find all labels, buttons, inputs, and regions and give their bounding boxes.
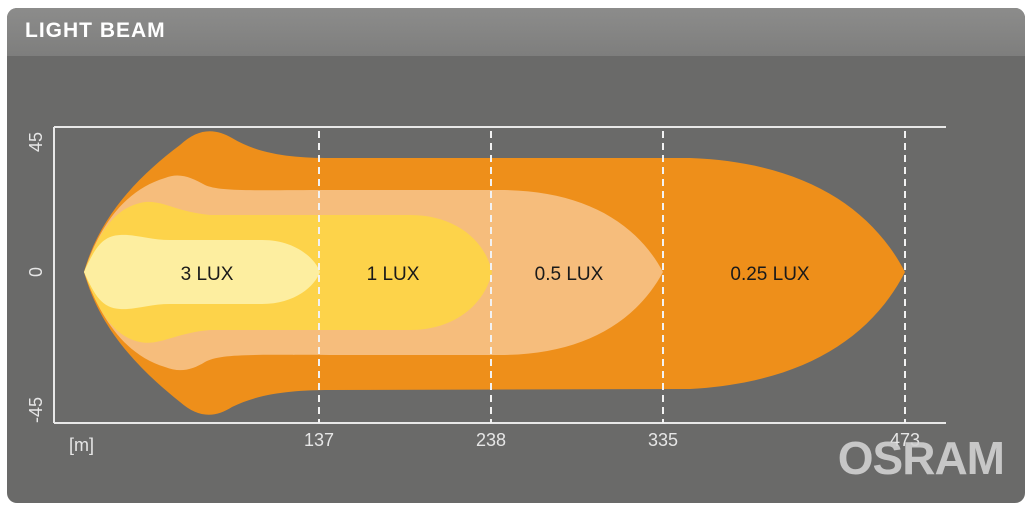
panel-header: LIGHT BEAM	[7, 8, 1025, 56]
zone-label-0.25-lux: 0.25 LUX	[730, 264, 810, 285]
x-tick-238: 238	[476, 430, 506, 450]
osram-logo: OSRAM	[838, 432, 1004, 484]
y-tick-minus-45: -45	[26, 397, 46, 423]
x-tick-137: 137	[304, 430, 334, 450]
y-tick-0: 0	[26, 267, 46, 277]
beam-zone-3-lux	[84, 234, 320, 310]
zone-label-0.5-lux: 0.5 LUX	[535, 264, 604, 285]
zone-label-3-lux: 3 LUX	[181, 264, 234, 285]
panel-title: LIGHT BEAM	[25, 19, 166, 42]
x-tick-473: 473	[890, 430, 920, 450]
x-tick-335: 335	[648, 430, 678, 450]
x-axis-unit: [m]	[69, 435, 94, 455]
y-tick-45: 45	[26, 132, 46, 152]
zone-label-1-lux: 1 LUX	[367, 264, 420, 285]
